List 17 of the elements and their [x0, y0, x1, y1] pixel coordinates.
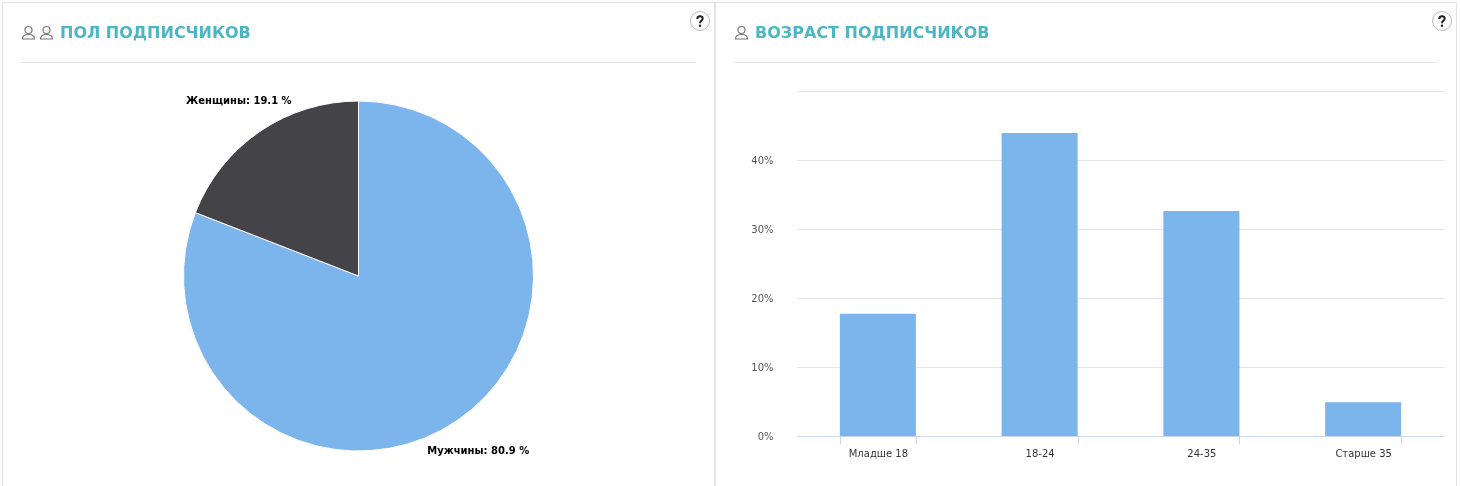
bar [839, 313, 916, 436]
slice-label: Мужчины: 80.9 % [427, 444, 530, 456]
chart-title: ПОЛ ПОДПИСЧИКОВ [60, 23, 251, 42]
y-tick-label: 0% [757, 430, 774, 442]
chart-title: ВОЗРАСТ ПОДПИСЧИКОВ [755, 23, 990, 42]
bar [1325, 402, 1402, 436]
slice-label: Женщины: 19.1 % [185, 95, 292, 107]
x-tick-label: Старше 35 [1335, 447, 1392, 459]
bar [1163, 211, 1240, 436]
y-tick-label: 30% [751, 223, 774, 235]
y-tick-label: 10% [751, 361, 774, 373]
x-tick-label: 24-35 [1187, 447, 1217, 459]
x-tick-label: Младше 18 [848, 447, 909, 459]
bar [1001, 133, 1078, 436]
y-tick-label: 20% [751, 292, 774, 304]
x-tick-label: 18-24 [1025, 447, 1055, 459]
y-tick-label: 40% [751, 154, 774, 166]
